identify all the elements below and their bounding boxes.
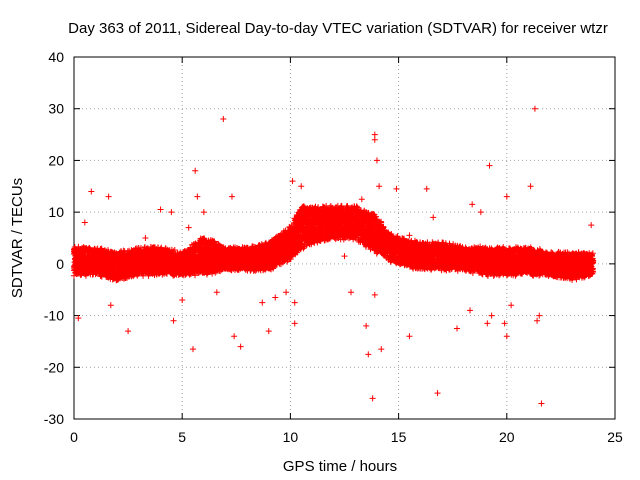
x-tick-labels: 0 5 10 15 20 25 [70,429,623,445]
plot-frame [73,56,616,420]
x-tick-label: 0 [70,429,78,445]
y-tick-label: -30 [44,411,64,427]
y-tick-label: -10 [44,308,64,324]
data-points [71,105,597,407]
y-tick-label: 10 [48,204,64,220]
x-tick-label: 5 [178,429,186,445]
y-tick-label: 20 [48,152,64,168]
y-tick-label: 40 [48,49,64,65]
y-tick-labels: -30 -20 -10 0 10 20 30 40 [44,49,64,427]
y-tick-label: -20 [44,359,64,375]
y-tick-label: 0 [56,256,64,272]
x-tick-label: 20 [499,429,515,445]
y-tick-label: 30 [48,101,64,117]
x-tick-label: 25 [607,429,623,445]
x-tick-label: 15 [391,429,407,445]
x-tick-label: 10 [283,429,299,445]
chart-title: Day 363 of 2011, Sidereal Day-to-day VTE… [68,20,608,37]
